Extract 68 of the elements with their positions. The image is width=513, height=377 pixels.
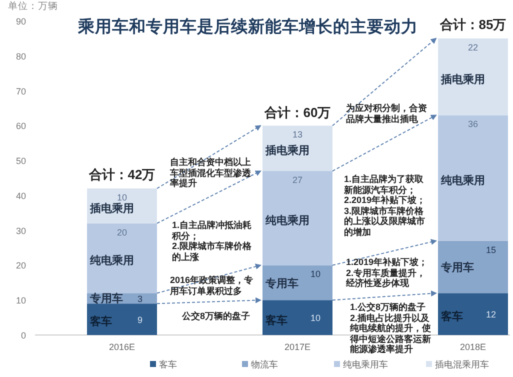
annotation: 客车 xyxy=(90,314,112,330)
annotation: 2.限牌城市车牌价格的上涨 xyxy=(172,241,253,262)
legend-label: 物流车 xyxy=(251,360,278,370)
bar xyxy=(438,293,508,335)
bar xyxy=(87,223,157,294)
annotation: 纯电乘用 xyxy=(90,254,134,268)
annotation: 2.专用车质量提升，经济性逐步体现 xyxy=(346,268,427,288)
annotation: 3.限牌城市车牌价格的上涨以及限牌城市的增加 xyxy=(344,206,426,237)
bar xyxy=(262,300,332,335)
annotation: 插电乘用 xyxy=(90,202,134,216)
annotation: 为应对积分制，合资品牌大量推出插电 xyxy=(346,103,428,124)
bar xyxy=(438,38,508,116)
annotation: 纯电乘用 xyxy=(441,174,485,188)
data-label: 10 xyxy=(310,269,321,280)
annotation: 公交8万辆的盘子 xyxy=(182,311,252,322)
annotation: 专用车 xyxy=(266,276,298,291)
legend-label: 纯电乘用车 xyxy=(343,360,388,370)
bar xyxy=(438,115,508,241)
data-label: 10 xyxy=(116,192,128,202)
data-label: 36 xyxy=(468,119,478,130)
y-tick-label: 70 xyxy=(16,86,26,96)
y-tick-label: 50 xyxy=(16,156,26,166)
data-label: 13 xyxy=(292,130,303,140)
y-tick-label: 0 xyxy=(20,330,26,340)
annotation: 客车 xyxy=(441,310,463,324)
annotation: 2.插电占比提升以及纯电续航的提升，使得中短途公路客运新能源渗透率提升 xyxy=(350,312,432,354)
bar xyxy=(262,171,332,266)
total-label: 合计：85万 xyxy=(438,16,508,34)
total-label: 合计：60万 xyxy=(263,104,332,122)
x-tick-label: 2017E xyxy=(284,342,311,352)
data-label: 9 xyxy=(137,314,143,325)
legend-label: 客车 xyxy=(159,360,177,370)
annotation: 1.2019年补贴下坡； xyxy=(346,257,429,268)
annotation: 纯电乘用 xyxy=(266,214,310,228)
annotation: 专用车 xyxy=(441,260,474,275)
y-tick-label: 90 xyxy=(16,16,26,26)
y-tick-label: 60 xyxy=(16,121,26,132)
y-tick-label: 40 xyxy=(16,190,26,201)
legend-label: 插电混乘用车 xyxy=(435,360,489,370)
annotation: 1.自主品牌冲抵油耗积分； xyxy=(172,220,253,240)
annotation: 1.公交8万辆的盘子 xyxy=(350,302,427,312)
annotation: 插电乘用 xyxy=(266,144,310,158)
y-tick-label: 10 xyxy=(16,296,26,306)
annotation: 自主和合资中档以上车型插混化车型渗透率提升 xyxy=(170,157,252,188)
y-tick-label: 20 xyxy=(16,260,26,271)
data-label: 10 xyxy=(310,313,321,324)
chart-title: 乘用车和专用车是后续新能车增长的主要动力 xyxy=(78,16,418,38)
annotation: 2016年政策调整，专用车订单累积过多 xyxy=(170,275,254,296)
bar xyxy=(87,304,157,335)
bar xyxy=(262,265,332,300)
y-tick-label: 80 xyxy=(16,51,26,62)
data-label: 22 xyxy=(468,42,478,52)
annotation: 插电乘用 xyxy=(441,72,485,87)
total-label: 合计：42万 xyxy=(88,166,156,184)
annotation: 1.自主品牌为了获取新能源汽车积分； xyxy=(344,174,425,195)
annotation: 2.2019年补贴下坡； xyxy=(344,195,427,206)
y-axis-title: 单位：万辆 xyxy=(8,0,58,13)
x-tick-label: 2016E xyxy=(108,342,136,352)
annotation: 专用车 xyxy=(90,292,123,306)
data-label: 3 xyxy=(137,294,143,304)
data-label: 20 xyxy=(116,227,128,238)
x-tick-label: 2018E xyxy=(460,342,486,352)
annotation: 客车 xyxy=(266,314,288,328)
data-label: 27 xyxy=(292,175,303,186)
data-label: 15 xyxy=(486,244,496,255)
bar xyxy=(438,240,508,294)
y-tick-label: 30 xyxy=(16,226,26,236)
data-label: 12 xyxy=(486,310,496,320)
